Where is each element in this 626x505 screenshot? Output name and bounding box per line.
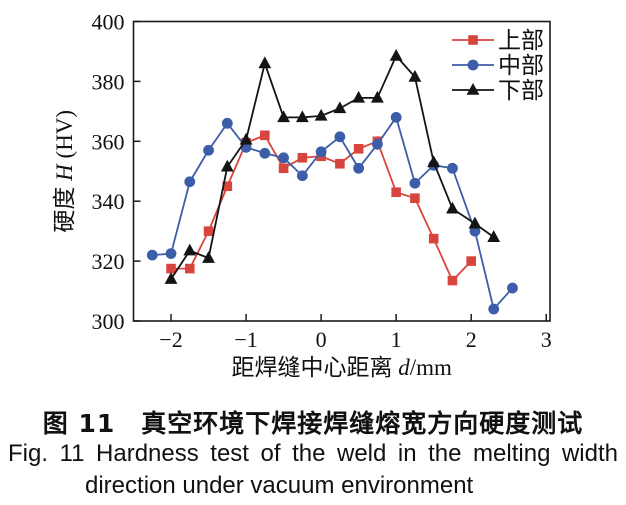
- middle-series-marker: [409, 177, 421, 189]
- legend-label-upper: 上部: [498, 28, 544, 53]
- hardness-line-chart: −2 −1 0 1 2 3 300 320 340 360 380 400 距焊缝中心距离 d/mm 硬度…: [52, 10, 552, 381]
- lower-series-line: [170, 54, 495, 280]
- y-axis-title: 硬度 H (HV): [52, 110, 77, 233]
- middle-series-marker: [221, 117, 233, 129]
- lower-series-marker: [389, 48, 403, 61]
- upper-series-marker: [203, 226, 214, 236]
- x-tick-label: 1: [391, 327, 402, 352]
- lower-series-marker: [468, 216, 482, 229]
- legend-item-upper: 上部: [452, 28, 544, 53]
- y-tick-label: 380: [92, 69, 125, 94]
- lower-series-marker: [333, 101, 347, 114]
- legend-marker-upper: [468, 35, 478, 45]
- upper-series-marker: [391, 187, 401, 198]
- x-tick-label: 2: [466, 327, 477, 352]
- middle-series-marker: [184, 176, 196, 188]
- legend-label-middle: 中部: [498, 53, 544, 78]
- lower-series-marker: [446, 201, 459, 214]
- upper-series-marker: [466, 256, 477, 266]
- y-tick-label: 320: [92, 249, 125, 274]
- lower-series-marker: [370, 90, 384, 103]
- lower-series-marker: [408, 69, 422, 82]
- x-tick-label: 0: [316, 327, 327, 352]
- middle-series-marker: [488, 303, 500, 315]
- lower-series-marker: [352, 90, 366, 103]
- caption-chinese: 图 11 真空环境下焊接焊缝熔宽方向硬度测试: [42, 409, 584, 438]
- middle-series-marker: [390, 111, 402, 123]
- middle-series-marker: [507, 282, 518, 294]
- x-axis-title: 距焊缝中心距离 d/mm: [232, 355, 453, 380]
- legend-item-lower: 下部: [452, 78, 544, 103]
- middle-series-marker: [165, 248, 177, 260]
- middle-series-marker: [278, 152, 289, 164]
- middle-series: [146, 111, 518, 315]
- middle-series-marker: [296, 170, 308, 182]
- y-tick-label: 360: [92, 129, 125, 154]
- legend-item-middle: 中部: [452, 53, 544, 78]
- x-tick-label: 3: [541, 327, 552, 352]
- lower-series-marker: [487, 230, 501, 242]
- middle-series-marker: [447, 162, 458, 174]
- lower-series-marker: [164, 272, 178, 284]
- upper-series-marker: [335, 158, 345, 169]
- y-tick-label: 340: [92, 189, 125, 214]
- lower-series-marker: [277, 110, 290, 123]
- upper-series-marker: [184, 263, 195, 274]
- lower-series-marker: [258, 56, 272, 69]
- middle-series-marker: [203, 144, 214, 156]
- x-tick-label: −1: [234, 327, 257, 352]
- upper-series-marker: [410, 193, 420, 204]
- middle-series-marker: [315, 146, 327, 158]
- legend-marker-lower: [466, 83, 480, 95]
- caption-english-line2: direction under vacuum environment: [85, 472, 474, 499]
- upper-series-marker: [297, 152, 308, 163]
- middle-series-marker: [353, 162, 365, 174]
- lower-series-marker: [295, 110, 309, 123]
- lower-series-marker: [239, 132, 253, 145]
- middle-series-marker: [334, 131, 346, 143]
- upper-series-marker: [428, 233, 439, 244]
- upper-series-marker: [260, 130, 270, 141]
- lower-series-marker: [220, 159, 234, 172]
- upper-series-marker: [222, 181, 233, 192]
- middle-series-marker: [371, 138, 383, 150]
- legend-marker-middle: [467, 59, 479, 71]
- middle-series-marker: [259, 147, 271, 159]
- caption-english-line1: Fig. 11 Hardness test of the weld in the…: [8, 440, 618, 467]
- lower-series-marker: [314, 108, 328, 121]
- upper-series-marker: [166, 263, 176, 274]
- y-tick-label: 300: [92, 309, 125, 334]
- lower-series-marker: [202, 251, 215, 263]
- legend-label-lower: 下部: [498, 78, 544, 103]
- x-tick-label: −2: [159, 327, 182, 352]
- plot-border: [132, 20, 551, 322]
- lower-series-marker: [427, 155, 441, 168]
- upper-series-marker: [447, 275, 458, 286]
- upper-series-marker: [353, 143, 364, 154]
- upper-series-marker: [278, 163, 289, 174]
- lower-series-marker: [183, 243, 197, 256]
- y-tick-label: 400: [92, 10, 125, 35]
- middle-series-marker: [146, 249, 158, 261]
- lower-series: [164, 48, 501, 284]
